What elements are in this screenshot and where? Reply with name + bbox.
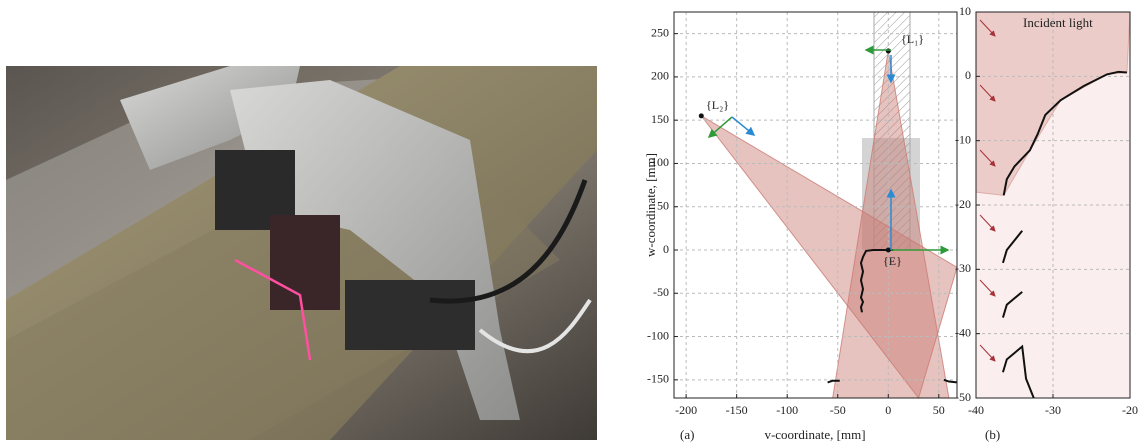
x-tick-label: -30	[1045, 403, 1061, 417]
annotation: {L₂}	[706, 98, 729, 112]
sensor-head	[270, 215, 340, 310]
point	[699, 113, 704, 118]
y-tick-label: -150	[647, 372, 669, 386]
y-tick-label: 0	[965, 68, 971, 82]
y-tick-label: -10	[955, 132, 971, 146]
annotation: {L₁}	[901, 32, 924, 46]
sensor-side	[345, 280, 475, 350]
y-tick-label: -30	[955, 261, 971, 275]
y-tick-label: 200	[651, 69, 669, 83]
y-tick-label: -100	[647, 328, 669, 342]
x-tick-label: -100	[776, 403, 798, 417]
panel-label: (b)	[985, 427, 1000, 442]
x-tick-label: -50	[830, 403, 846, 417]
y-tick-label: 10	[959, 4, 971, 18]
x-tick-label: 0	[885, 403, 891, 417]
page: v-coordinate, [mm] w-coordinate, [mm] (a…	[0, 0, 1146, 446]
y-tick-label: -50	[955, 390, 971, 404]
y-tick-label: -50	[653, 285, 669, 299]
y-tick-label: 100	[651, 155, 669, 169]
x-tick-label: -20	[1122, 403, 1138, 417]
annotation: {E}	[883, 254, 902, 268]
point	[886, 48, 891, 53]
y-tick-label: -20	[955, 197, 971, 211]
x-axis-label: v-coordinate, [mm]	[764, 427, 865, 442]
x-tick-label: -200	[675, 403, 697, 417]
y-tick-label: 50	[657, 198, 669, 212]
y-tick-label: 250	[651, 25, 669, 39]
figure: v-coordinate, [mm] w-coordinate, [mm] (a…	[0, 0, 1146, 446]
point	[886, 248, 891, 253]
y-tick-label: -40	[955, 325, 971, 339]
x-tick-label: -40	[968, 403, 984, 417]
x-tick-label: 50	[933, 403, 945, 417]
panel-label: (a)	[680, 427, 694, 442]
annotation: Incident light	[1023, 15, 1093, 30]
x-tick-label: -150	[726, 403, 748, 417]
y-tick-label: 150	[651, 112, 669, 126]
photo	[6, 66, 597, 440]
y-tick-label: 0	[663, 242, 669, 256]
